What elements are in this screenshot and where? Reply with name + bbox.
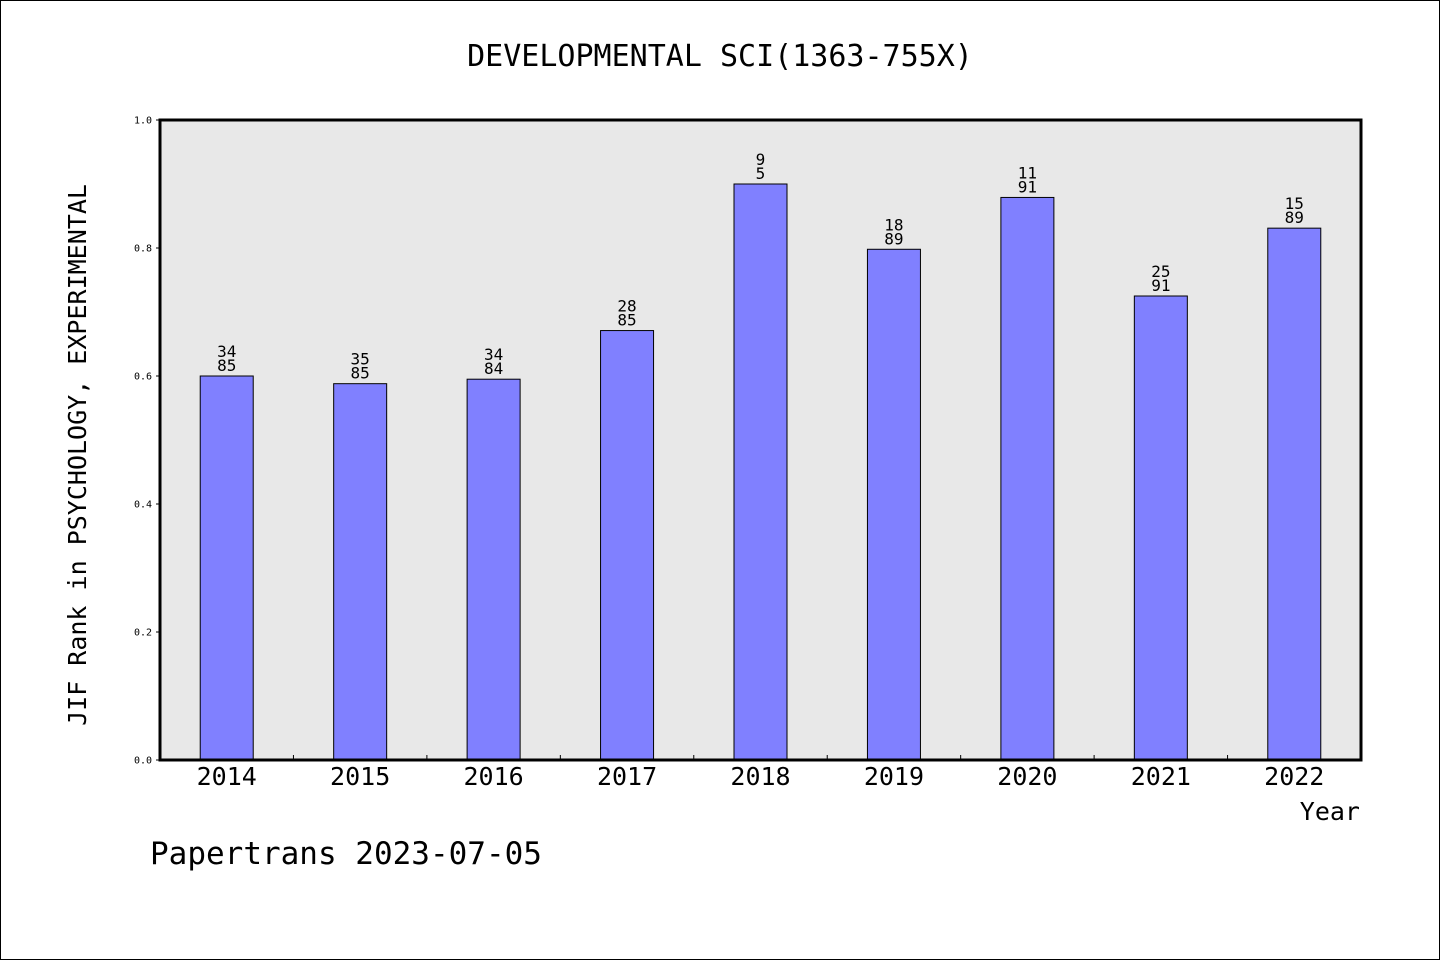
data-label-rank: 9: [756, 150, 766, 169]
chart-title: DEVELOPMENTAL SCI(1363-755X): [467, 39, 973, 74]
plot-border: [158, 118, 1363, 762]
bar-2020: [1000, 196, 1055, 761]
data-label-rank: 18: [884, 215, 903, 234]
bar-2016: [466, 378, 521, 761]
data-label-total: 85: [617, 311, 636, 330]
data-label-total: 91: [1018, 177, 1037, 196]
data-label-total: 85: [217, 356, 236, 375]
data-label-rank: 25: [1151, 262, 1170, 281]
bar-2014: [199, 375, 254, 761]
bar-2019: [866, 248, 921, 761]
y-tick-label: 0.6: [134, 372, 152, 383]
y-tick-label: 0.4: [134, 500, 152, 511]
x-axis-label: Year: [1300, 797, 1360, 826]
bar-2022: [1267, 227, 1322, 761]
bar-2021: [1133, 295, 1188, 761]
x-axis: 2014 2015 2016 2017 2018 2019 2020 2021 2022: [197, 755, 1324, 791]
x-tick-label: 2017: [597, 762, 657, 791]
bar-2017: [600, 330, 655, 761]
x-tick-label: 2015: [330, 762, 390, 791]
x-tick-label: 2018: [730, 762, 790, 791]
y-tick-label: 0.8: [134, 244, 152, 255]
data-label-total: 5: [756, 164, 766, 183]
data-label-rank: 28: [617, 297, 636, 316]
bar-2018: [733, 183, 788, 761]
y-axis-label: JIF Rank in PSYCHOLOGY, EXPERIMENTAL: [63, 184, 92, 726]
x-tick-label: 2016: [464, 762, 524, 791]
data-label-total: 89: [1285, 208, 1304, 227]
y-tick-label: 1.0: [134, 116, 152, 127]
data-label-rank: 34: [217, 342, 236, 361]
data-label-total: 85: [351, 364, 370, 383]
footer-text: Papertrans 2023-07-05: [150, 836, 542, 872]
x-tick-label: 2022: [1264, 762, 1324, 791]
x-tick-label: 2021: [1131, 762, 1191, 791]
data-label-total: 89: [884, 229, 903, 248]
bars-group: [199, 183, 1322, 761]
data-label-rank: 35: [351, 350, 370, 369]
y-tick-label: 0.0: [134, 756, 152, 767]
y-axis: 0.0 0.2 0.4 0.6 0.8 1.0: [134, 116, 160, 767]
x-tick-label: 2020: [997, 762, 1057, 791]
bar-2015: [333, 383, 388, 761]
data-label-total: 84: [484, 359, 503, 378]
data-label-rank: 15: [1285, 194, 1304, 213]
y-tick-label: 0.2: [134, 628, 152, 639]
x-tick-label: 2019: [864, 762, 924, 791]
data-label-rank: 34: [484, 345, 503, 364]
data-label-total: 91: [1151, 276, 1170, 295]
data-label-rank: 11: [1018, 163, 1037, 182]
x-tick-label: 2014: [197, 762, 257, 791]
